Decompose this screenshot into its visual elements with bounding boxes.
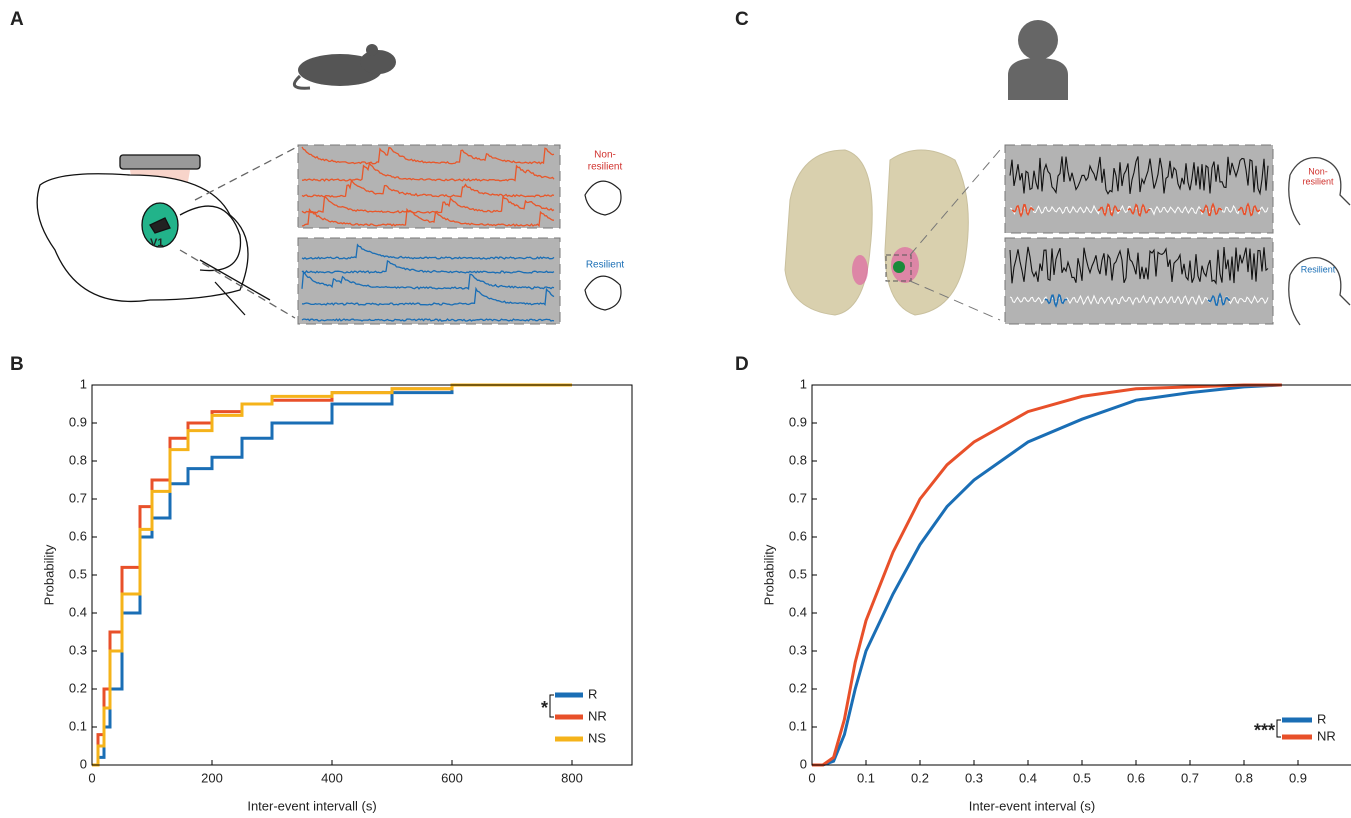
- x-tick-label: 0.1: [857, 770, 875, 785]
- y-tick-label: 0.7: [789, 490, 807, 505]
- y-tick-label: 0.8: [69, 452, 87, 467]
- x-axis-label: Inter-event intervall (s): [247, 798, 376, 813]
- x-tick-label: 400: [321, 770, 343, 785]
- y-tick-label: 0.2: [789, 680, 807, 695]
- legend-label: R: [1317, 711, 1326, 726]
- y-tick-label: 1: [800, 376, 807, 391]
- y-tick-label: 0.6: [69, 528, 87, 543]
- trace: [301, 179, 555, 198]
- legend-label: NS: [588, 730, 606, 745]
- trace: [301, 270, 555, 290]
- significance-label: *: [541, 698, 548, 718]
- x-tick-label: 0.2: [911, 770, 929, 785]
- cdf-line: [92, 383, 512, 767]
- x-tick-label: 600: [441, 770, 463, 785]
- y-tick-label: 0: [80, 756, 87, 771]
- mouse-icon: [292, 44, 396, 90]
- cdf-line: [92, 383, 572, 767]
- group-label: Non-: [594, 150, 616, 161]
- y-tick-label: 0.4: [69, 604, 87, 619]
- group-label: resilient: [588, 162, 623, 173]
- x-tick-label: 0.7: [1181, 770, 1199, 785]
- x-tick-label: 0: [808, 770, 815, 785]
- trace: [1009, 246, 1269, 285]
- x-tick-label: 0.4: [1019, 770, 1037, 785]
- y-tick-label: 0.8: [789, 452, 807, 467]
- trace: [301, 194, 555, 214]
- y-tick-label: 0.2: [69, 680, 87, 695]
- trace: [302, 161, 555, 182]
- y-tick-label: 0.6: [789, 528, 807, 543]
- group-label: resilient: [1302, 176, 1334, 186]
- y-tick-label: 0.3: [69, 642, 87, 657]
- legend-label: NR: [1317, 728, 1336, 743]
- y-tick-label: 0.7: [69, 490, 87, 505]
- y-axis-label: Probability: [761, 544, 776, 605]
- y-axis-label: Probability: [41, 544, 56, 605]
- trace: [1199, 202, 1223, 217]
- cortex-diagram: [784, 149, 1001, 321]
- y-tick-label: 0.5: [789, 566, 807, 581]
- x-tick-label: 0.8: [1235, 770, 1253, 785]
- y-tick-label: 0: [800, 756, 807, 771]
- small-brain-icons: [584, 180, 622, 311]
- mouse-brain-diagram: [36, 147, 296, 319]
- panel-label: C: [735, 9, 749, 30]
- x-tick-label: 0: [88, 770, 95, 785]
- traces: [301, 146, 1269, 322]
- x-tick-label: 0.6: [1127, 770, 1145, 785]
- y-tick-label: 0.1: [69, 718, 87, 733]
- x-tick-label: 0.5: [1073, 770, 1091, 785]
- y-tick-label: 0.1: [789, 718, 807, 733]
- trace: [301, 260, 555, 274]
- legend-label: NR: [588, 708, 607, 723]
- panel-label: B: [10, 354, 24, 375]
- axes-frame: [91, 384, 633, 766]
- trace: [301, 286, 555, 306]
- y-tick-label: 0.9: [69, 414, 87, 429]
- x-tick-label: 200: [201, 770, 223, 785]
- trace: [1127, 203, 1151, 218]
- y-tick-label: 0.4: [789, 604, 807, 619]
- head-icons: [1288, 156, 1351, 326]
- cdf-line: [812, 383, 1282, 767]
- x-tick-label: 800: [561, 770, 583, 785]
- trace: [301, 243, 555, 260]
- y-tick-label: 0.3: [789, 642, 807, 657]
- axes-frame: [811, 384, 1351, 766]
- person-icon: [1008, 20, 1068, 100]
- trace: [301, 146, 555, 165]
- x-axis-label: Inter-event interval (s): [969, 798, 1095, 813]
- trace: [1237, 202, 1261, 217]
- trace-panels: [297, 144, 1274, 325]
- trace: [301, 318, 555, 322]
- group-label: Resilient: [586, 260, 625, 271]
- significance-label: ***: [1254, 720, 1275, 740]
- trace: [1009, 156, 1269, 196]
- y-tick-label: 1: [80, 376, 87, 391]
- group-label: Resilient: [1301, 264, 1336, 274]
- x-tick-label: 0.3: [965, 770, 983, 785]
- group-label: Non-: [1308, 166, 1328, 176]
- trace: [1044, 293, 1068, 308]
- trace: [1097, 202, 1121, 217]
- region-label: V1: [150, 237, 163, 249]
- cdf-line: [92, 383, 572, 767]
- trace: [301, 207, 555, 228]
- y-tick-label: 0.9: [789, 414, 807, 429]
- significance-bracket: [1276, 719, 1281, 738]
- y-tick-label: 0.5: [69, 566, 87, 581]
- panel-label: A: [10, 9, 24, 30]
- significance-bracket: [549, 694, 554, 718]
- legend-label: R: [588, 686, 597, 701]
- panel-label: D: [735, 354, 749, 375]
- trace: [1011, 203, 1035, 218]
- cdf-line: [812, 383, 1282, 767]
- trace: [1207, 292, 1231, 307]
- x-tick-label: 0.9: [1289, 770, 1307, 785]
